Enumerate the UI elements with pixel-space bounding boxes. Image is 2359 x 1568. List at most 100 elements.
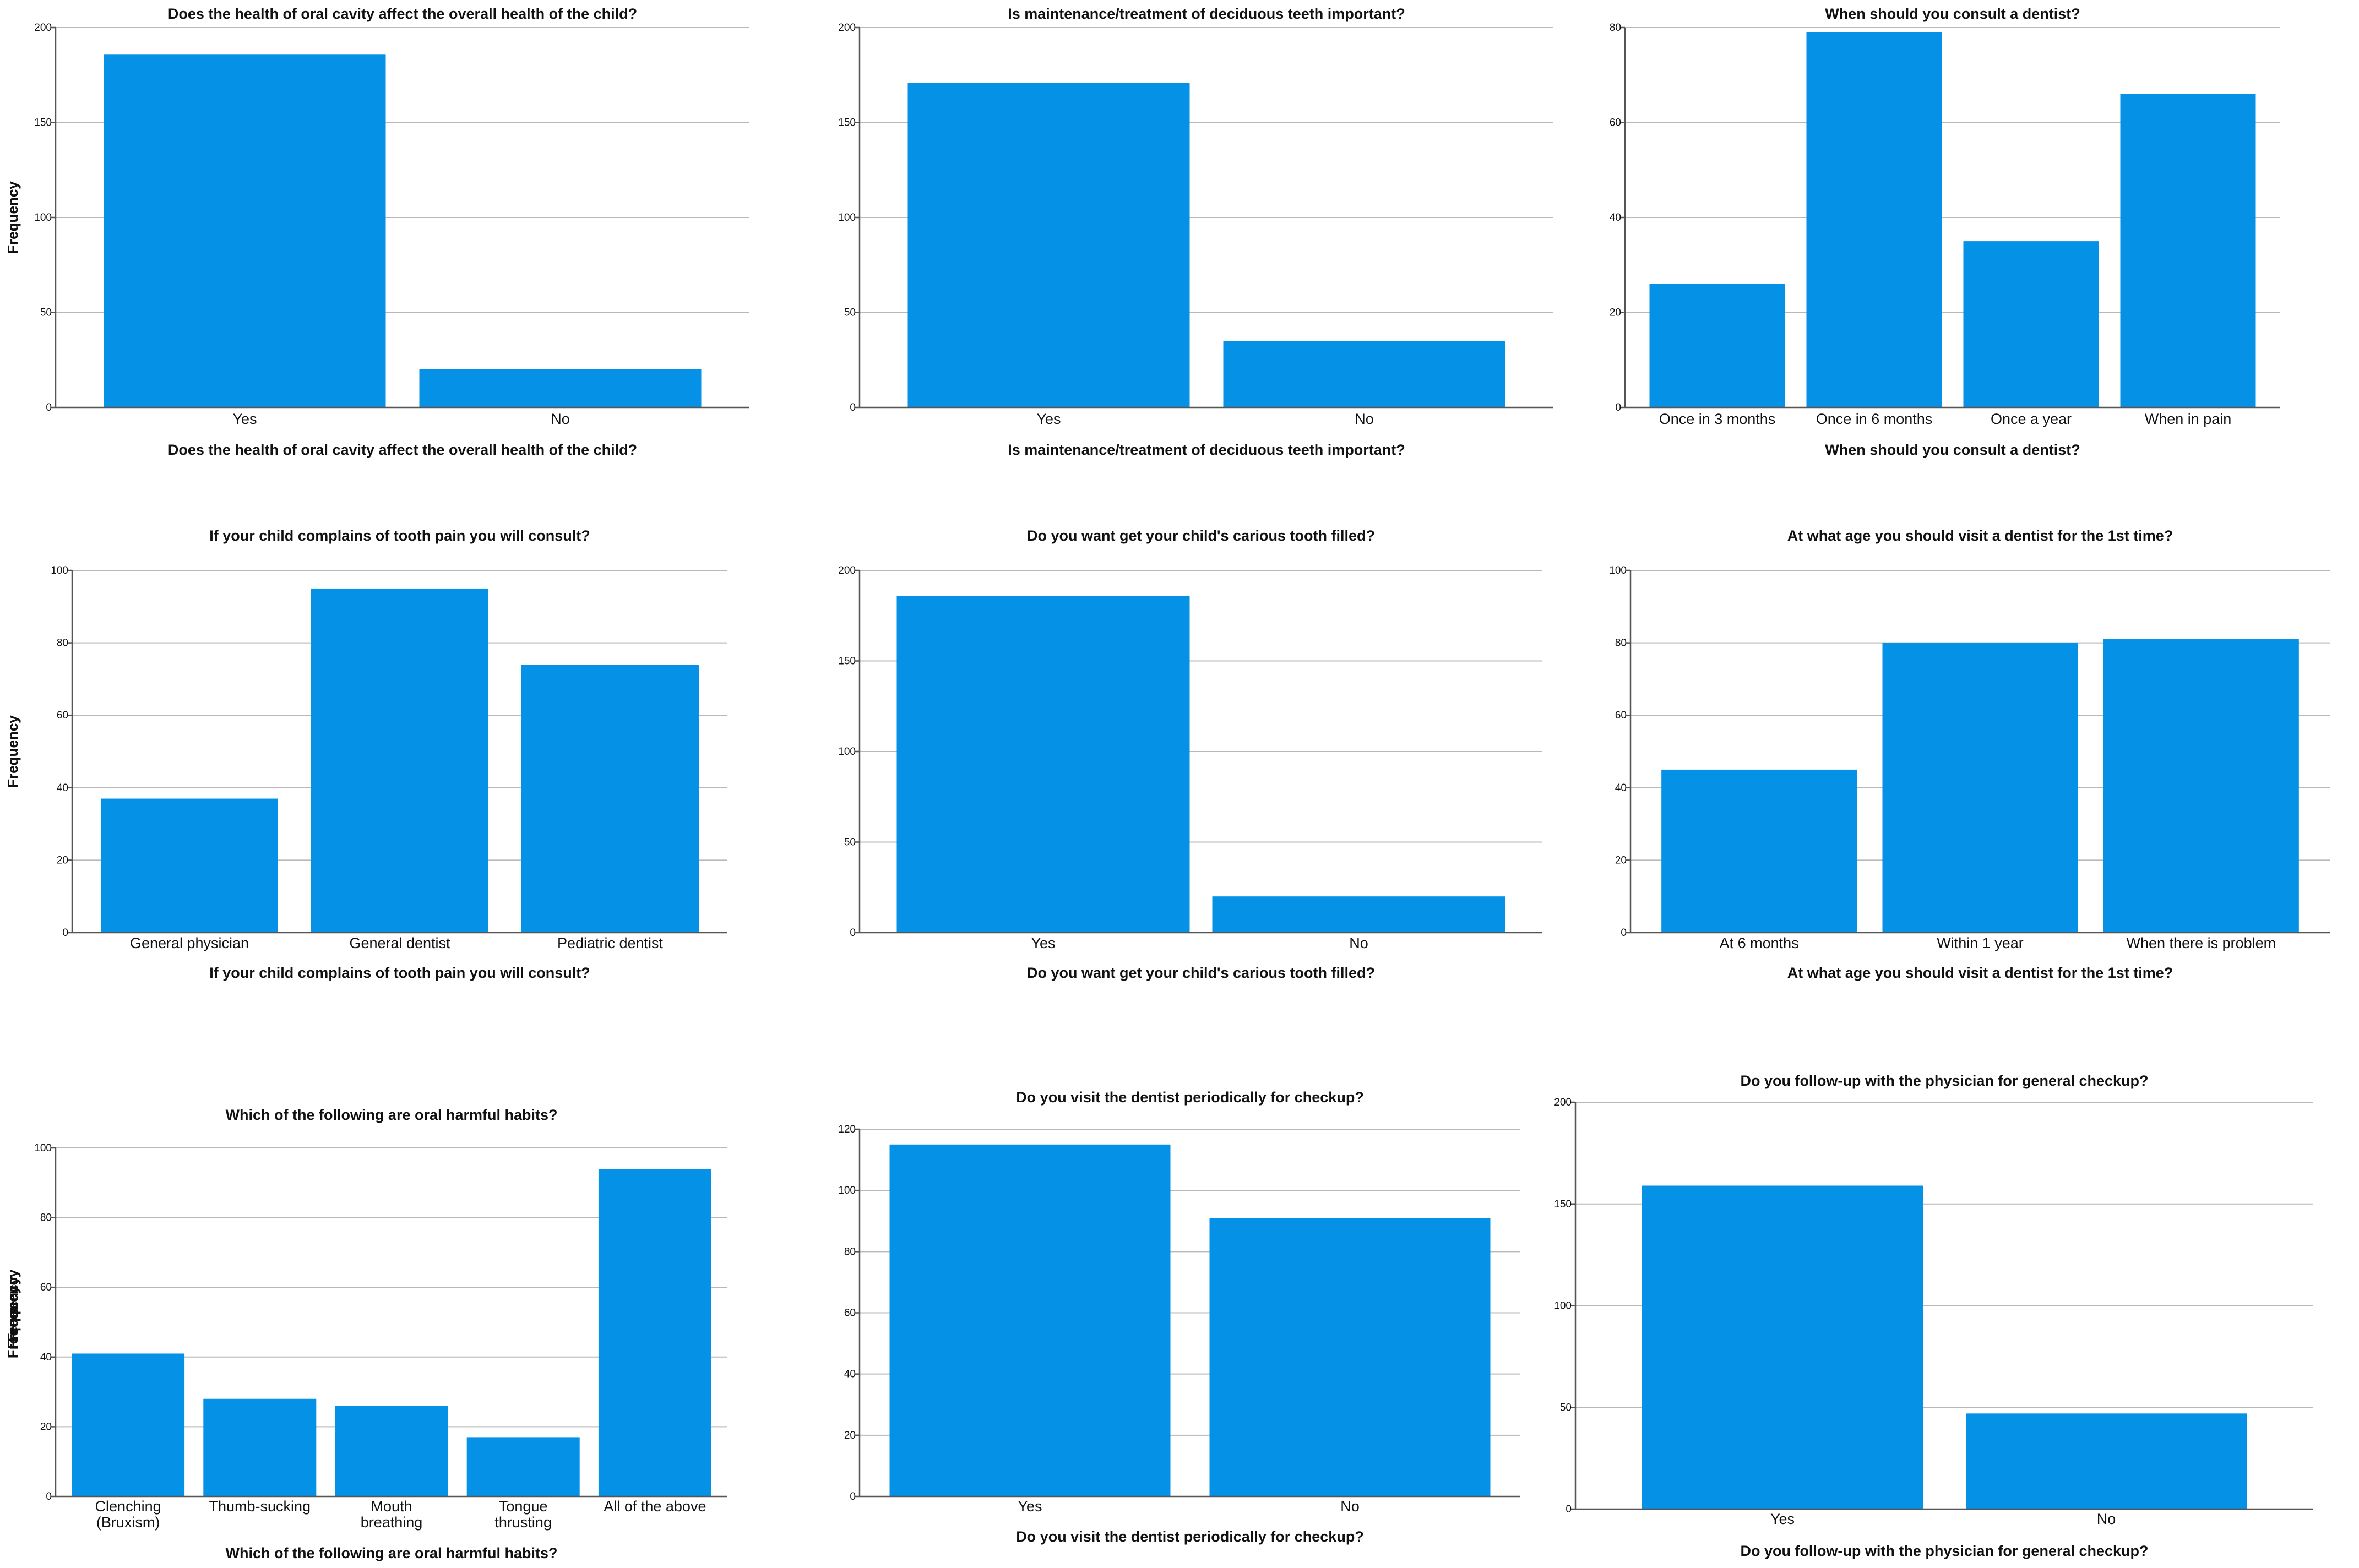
y-tick-label: 50	[1560, 1402, 1572, 1413]
y-tick-label: 0	[850, 1491, 856, 1502]
y-tick-label: 20	[1610, 307, 1621, 319]
y-tick-label: 0	[850, 927, 856, 939]
y-axis-label: Frequency	[4, 181, 21, 254]
x-category-label: Tongue thrusting	[494, 1498, 552, 1531]
x-axis-label: When should you consult a dentist?	[1825, 442, 2080, 458]
y-tick-label: 0	[850, 402, 856, 413]
y-tick-label: 60	[57, 710, 68, 721]
bar-once-in-6-months	[1806, 32, 1942, 407]
y-tick-label: 0	[1566, 1504, 1572, 1515]
x-category-label-line: thrusting	[494, 1514, 552, 1531]
chart-title: Does the health of oral cavity affect th…	[168, 6, 637, 22]
x-category-label-line: All of the above	[604, 1498, 706, 1515]
chart-panel-7: 0 20 40 60 80 100 Clenching (Bruxism) Thumb-suck…	[4, 1107, 727, 1561]
y-tick-label: 150	[1554, 1199, 1572, 1210]
x-category-label: Clenching (Bruxism)	[95, 1498, 161, 1531]
y-axis-label: Frequency	[4, 715, 21, 788]
y-tick-label: 100	[838, 212, 856, 224]
y-tick-label: 150	[838, 117, 856, 129]
y-tick-label: 20	[1615, 854, 1627, 866]
x-category-label: Yes	[1031, 935, 1055, 951]
bar-yes	[889, 1144, 1171, 1496]
y-tick-label: 0	[62, 927, 68, 939]
x-category-label: No	[1355, 411, 1374, 427]
chart-panel-6: 0 20 40 60 80 100 At 6 months Within 1 year When…	[4, 527, 2330, 981]
x-category-label: General physician	[130, 935, 249, 951]
x-category-label: All of the above	[604, 1498, 706, 1515]
y-tick-label: 100	[34, 212, 52, 224]
chart-panel-3: 0 20 40 60 80 Once in 3 months Once in 6 month…	[4, 6, 2280, 458]
y-tick-label: 0	[46, 1491, 52, 1502]
y-tick-label: 50	[844, 307, 856, 319]
x-category-label: No	[551, 411, 570, 427]
x-category-label: Within 1 year	[1937, 935, 2024, 951]
y-tick-label: 40	[1615, 782, 1627, 794]
y-tick-label: 80	[1615, 638, 1627, 649]
bar-no	[1209, 1218, 1491, 1496]
bar-yes	[896, 596, 1190, 933]
x-category-label-line: Mouth	[371, 1498, 412, 1515]
bar-when-in-pain	[2120, 94, 2256, 407]
y-tick-label: 100	[838, 746, 856, 758]
chart-title: Which of the following are oral harmful …	[225, 1107, 557, 1123]
chart-panel-4: 0 20 40 60 80 100 General physician General den…	[4, 527, 727, 981]
y-tick-label: 40	[40, 1352, 52, 1363]
y-tick-label: 50	[844, 837, 856, 848]
bar-yes	[907, 83, 1190, 408]
x-axis-label: Do you follow-up with the physician for …	[1740, 1543, 2148, 1559]
y-tick-label: 200	[838, 22, 856, 34]
bar-general-physician	[101, 798, 278, 933]
y-tick-label: 40	[844, 1369, 856, 1380]
bar-within-1-year	[1882, 643, 2078, 933]
y-tick-label: 60	[1610, 117, 1621, 129]
y-axis-label: Frequency	[4, 715, 21, 788]
y-tick-label: 150	[34, 117, 52, 129]
x-category-label: No	[1349, 935, 1368, 951]
y-tick-label: 50	[40, 307, 52, 319]
chart-title: Is maintenance/treatment of deciduous te…	[1008, 6, 1405, 22]
x-category-label: At 6 months	[1720, 935, 1799, 951]
y-axis-label: Frequency	[4, 1276, 21, 1349]
y-tick-label: 60	[844, 1308, 856, 1319]
x-axis-label: At what age you should visit a dentist f…	[1787, 965, 2173, 981]
chart-title: Do you want get your child's carious too…	[1027, 527, 1375, 544]
bar-once-a-year	[1963, 241, 2099, 407]
x-category-label: Once in 3 months	[1659, 411, 1776, 427]
y-axis-label: Frequency	[4, 1286, 21, 1358]
bar-thumb-sucking	[203, 1398, 317, 1496]
y-tick-label: 100	[838, 1185, 856, 1196]
y-tick-label: 0	[1621, 927, 1627, 939]
bar-when-there-is-problem	[2103, 639, 2299, 933]
bar-all-of-the-above	[598, 1168, 711, 1496]
x-category-label: Yes	[1018, 1498, 1042, 1515]
x-axis-label: If your child complains of tooth pain yo…	[209, 965, 590, 981]
y-tick-label: 20	[40, 1421, 52, 1433]
bar-general-dentist	[311, 588, 488, 933]
y-tick-label: 80	[57, 638, 68, 649]
y-tick-label: 200	[34, 22, 52, 34]
bar-at-6-months	[1661, 769, 1857, 933]
y-tick-label: 100	[51, 565, 68, 576]
x-category-label: When in pain	[2145, 411, 2232, 427]
x-category-label: Once in 6 months	[1816, 411, 1933, 427]
chart-panel-1: 0 50 100 150 200 Yes No Does the health of oral…	[4, 6, 749, 458]
bar-pediatric-dentist	[521, 665, 699, 933]
y-tick-label: 20	[844, 1430, 856, 1441]
bar-yes	[104, 54, 386, 408]
bar-no	[419, 369, 702, 407]
bar-no	[1223, 341, 1505, 407]
x-axis-label: Is maintenance/treatment of deciduous te…	[1008, 442, 1405, 458]
x-category-label: Pediatric dentist	[557, 935, 664, 951]
y-tick-label: 200	[838, 565, 856, 576]
x-category-label: Thumb-sucking	[209, 1498, 311, 1515]
x-axis-label: Does the health of oral cavity affect th…	[168, 442, 637, 458]
chart-title: Do you follow-up with the physician for …	[1740, 1072, 2148, 1089]
y-tick-label: 40	[57, 782, 68, 794]
chart-title: Do you visit the dentist periodically fo…	[1016, 1089, 1364, 1106]
y-tick-label: 60	[1615, 710, 1627, 721]
y-tick-label: 0	[46, 402, 52, 413]
y-axis-label: Frequency	[4, 1269, 21, 1342]
x-axis-label: Which of the following are oral harmful …	[225, 1545, 557, 1561]
